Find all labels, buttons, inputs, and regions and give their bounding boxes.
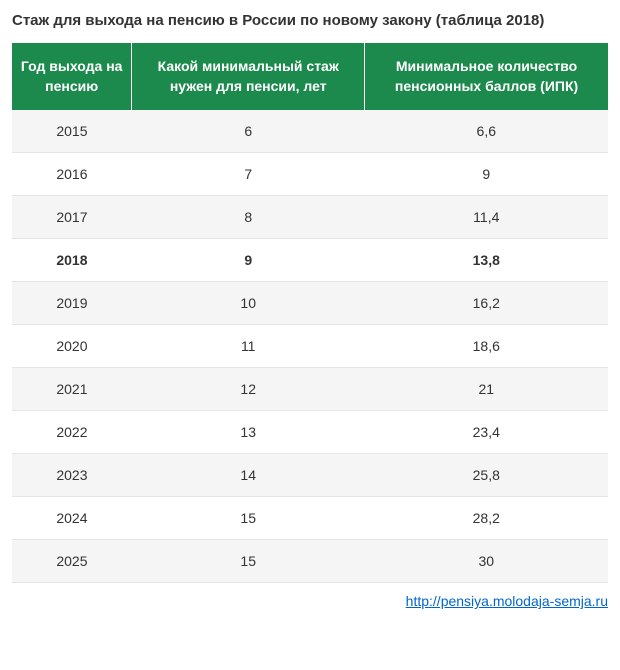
table-cell: 12 [132,368,365,411]
pension-table: Год выхода на пенсию Какой минимальный с… [12,43,608,583]
table-cell: 9 [365,153,608,196]
table-cell: 6,6 [365,110,608,153]
table-row: 2018913,8 [12,239,608,282]
table-cell: 28,2 [365,497,608,540]
table-row: 201679 [12,153,608,196]
table-cell: 15 [132,540,365,583]
table-cell: 21 [365,368,608,411]
table-row: 20251530 [12,540,608,583]
table-row: 201566,6 [12,110,608,153]
table-row: 20201118,6 [12,325,608,368]
table-cell: 2015 [12,110,132,153]
table-header: Год выхода на пенсию Какой минимальный с… [12,43,608,110]
table-row: 20241528,2 [12,497,608,540]
table-cell: 13 [132,411,365,454]
table-cell: 30 [365,540,608,583]
table-cell: 7 [132,153,365,196]
table-cell: 16,2 [365,282,608,325]
table-cell: 13,8 [365,239,608,282]
table-cell: 11 [132,325,365,368]
table-cell: 2023 [12,454,132,497]
table-body: 201566,62016792017811,42018913,820191016… [12,110,608,583]
table-cell: 2018 [12,239,132,282]
table-cell: 2019 [12,282,132,325]
table-cell: 2024 [12,497,132,540]
table-cell: 9 [132,239,365,282]
source-line: http://pensiya.molodaja-semja.ru [12,593,608,609]
col-header-stazh: Какой минимальный стаж нужен для пенсии,… [132,43,365,110]
source-link[interactable]: http://pensiya.molodaja-semja.ru [406,593,608,609]
table-cell: 2025 [12,540,132,583]
table-cell: 8 [132,196,365,239]
table-cell: 25,8 [365,454,608,497]
table-cell: 10 [132,282,365,325]
table-cell: 2017 [12,196,132,239]
col-header-year: Год выхода на пенсию [12,43,132,110]
table-cell: 11,4 [365,196,608,239]
table-row: 20231425,8 [12,454,608,497]
table-row: 20211221 [12,368,608,411]
table-cell: 14 [132,454,365,497]
table-cell: 6 [132,110,365,153]
page-title: Стаж для выхода на пенсию в России по но… [12,12,608,29]
table-cell: 23,4 [365,411,608,454]
table-row: 2017811,4 [12,196,608,239]
table-cell: 2020 [12,325,132,368]
table-cell: 15 [132,497,365,540]
table-cell: 2022 [12,411,132,454]
col-header-ipk: Минимальное количество пенсионных баллов… [365,43,608,110]
table-cell: 2016 [12,153,132,196]
table-cell: 2021 [12,368,132,411]
table-row: 20221323,4 [12,411,608,454]
table-cell: 18,6 [365,325,608,368]
table-row: 20191016,2 [12,282,608,325]
